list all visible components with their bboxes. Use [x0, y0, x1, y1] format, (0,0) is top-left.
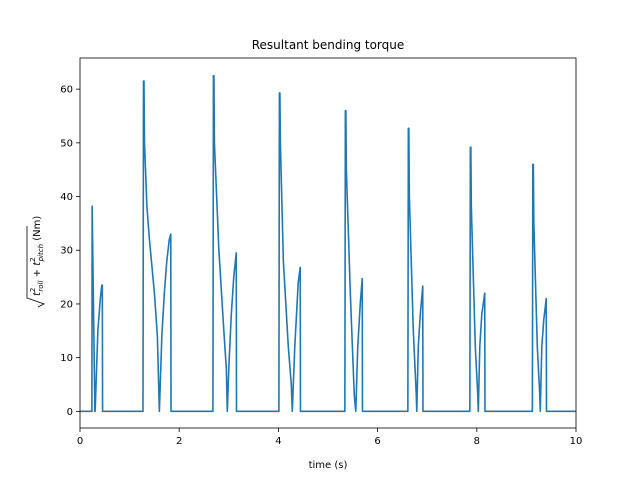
axes-frame — [79, 57, 577, 429]
y-label-sup2: 2 — [29, 257, 37, 261]
x-axis-label: time (s) — [309, 460, 348, 471]
x-tick-label: 2 — [176, 436, 182, 447]
y-label-unit: (Nm) — [32, 216, 43, 244]
y-tick-label: 20 — [60, 299, 73, 310]
y-label-t2: t — [32, 261, 43, 266]
x-tick-label: 10 — [570, 436, 583, 447]
svg-text:t2roll + t2pitch (Nm): t2roll + t2pitch (Nm) — [29, 216, 45, 296]
plot-area — [79, 57, 577, 429]
y-tick-label: 0 — [67, 407, 73, 418]
y-tick-label: 50 — [60, 138, 73, 149]
y-label-plus: + — [32, 266, 43, 281]
x-axis-ticks: 0 2 4 6 8 10 — [77, 428, 583, 447]
y-tick-label: 10 — [60, 353, 73, 364]
x-tick-label: 4 — [275, 436, 281, 447]
x-tick-label: 8 — [474, 436, 480, 447]
y-tick-label: 40 — [60, 192, 73, 203]
x-tick-label: 0 — [77, 436, 83, 447]
y-tick-label: 60 — [60, 85, 73, 96]
axes-background — [80, 58, 576, 428]
y-label-sup1: 2 — [29, 288, 37, 292]
y-tick-label: 30 — [60, 246, 73, 257]
y-axis-label: t2roll + t2pitch (Nm) — [26, 216, 46, 308]
series-line-resultant-torque — [80, 74, 576, 413]
y-label-sub1: roll — [37, 281, 45, 292]
y-label-t1: t — [32, 291, 43, 296]
y-label-sub2: pitch — [37, 244, 45, 262]
y-axis-ticks: 0 10 20 30 40 50 60 — [60, 85, 80, 418]
y-axis-label-radical — [26, 226, 46, 308]
chart-title: Resultant bending torque — [252, 38, 405, 52]
x-tick-label: 6 — [374, 436, 380, 447]
